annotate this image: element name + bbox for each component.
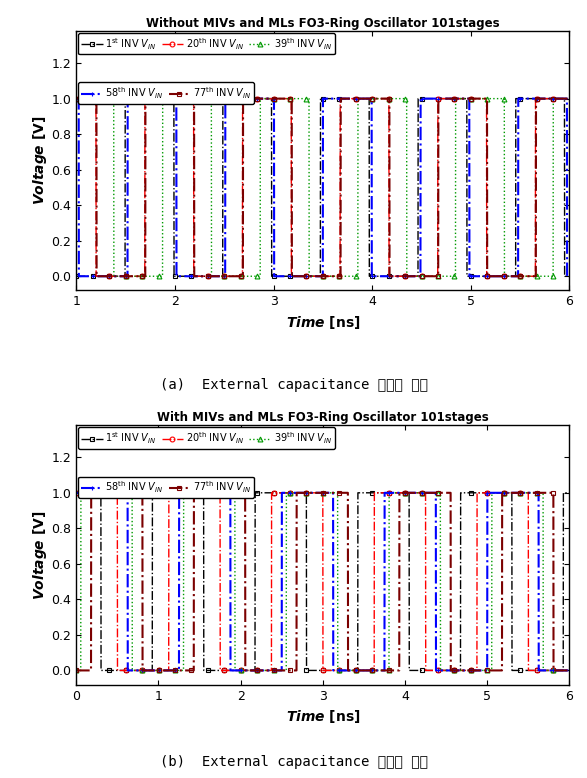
Title: With MIVs and MLs FO3-Ring Oscillator 101stages: With MIVs and MLs FO3-Ring Oscillator 10… — [157, 411, 489, 424]
Y-axis label: $\bfit{Voltage}$ [V]: $\bfit{Voltage}$ [V] — [31, 116, 49, 205]
Text: (a)  External capacitance 무시한 경우: (a) External capacitance 무시한 경우 — [160, 378, 427, 392]
Y-axis label: $\bfit{Voltage}$ [V]: $\bfit{Voltage}$ [V] — [31, 510, 49, 600]
X-axis label: $\bfit{Time}$ [ns]: $\bfit{Time}$ [ns] — [286, 314, 360, 331]
Legend: $58^{\mathrm{th}}$ INV $\mathit{V}_{IN}$, $77^{\mathrm{th}}$ INV $\mathit{V}_{IN: $58^{\mathrm{th}}$ INV $\mathit{V}_{IN}$… — [78, 82, 254, 103]
Title: Without MIVs and MLs FO3-Ring Oscillator 101stages: Without MIVs and MLs FO3-Ring Oscillator… — [146, 17, 500, 30]
X-axis label: $\bfit{Time}$ [ns]: $\bfit{Time}$ [ns] — [286, 708, 360, 725]
Text: (b)  External capacitance 고려한 경우: (b) External capacitance 고려한 경우 — [160, 755, 427, 769]
Legend: $58^{\mathrm{th}}$ INV $\mathit{V}_{IN}$, $77^{\mathrm{th}}$ INV $\mathit{V}_{IN: $58^{\mathrm{th}}$ INV $\mathit{V}_{IN}$… — [78, 476, 254, 498]
